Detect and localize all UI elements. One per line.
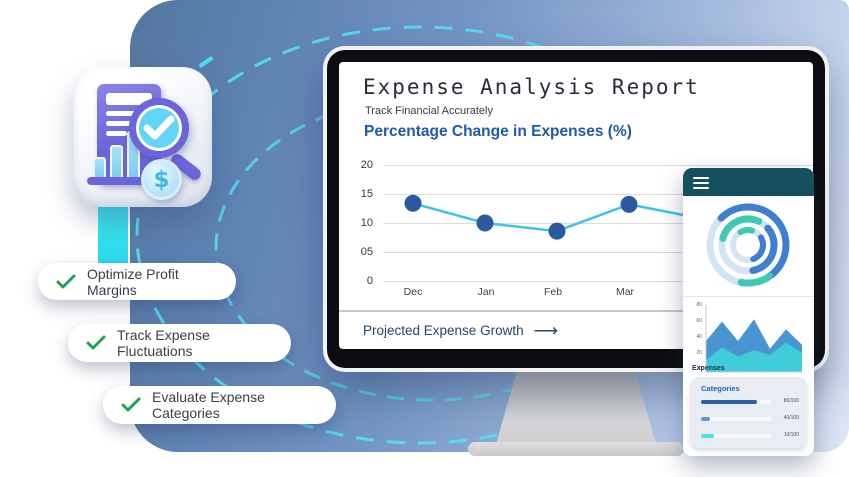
benefit-badge-optimize: Optimize Profit Margins — [38, 263, 236, 300]
progress-bar — [701, 400, 757, 404]
checkmark-icon — [56, 274, 76, 288]
category-value: 40/100 — [783, 415, 799, 421]
checkmark-icon — [86, 335, 106, 350]
x-tick: Feb — [543, 286, 563, 298]
category-value: 10/100 — [783, 432, 799, 438]
category-value: 80/100 — [783, 398, 799, 404]
categories-card: Categories 80/100 40/100 10/100 — [691, 377, 806, 448]
magnifier-check-icon — [129, 98, 189, 158]
expense-analysis-3d-icon: $ — [73, 67, 212, 207]
x-tick: Mar — [615, 286, 635, 298]
y-tick: 05 — [360, 246, 373, 258]
badge-label: Track Expense Fluctuations — [117, 327, 210, 359]
monitor-base — [468, 442, 684, 456]
progress-bar — [701, 417, 711, 421]
area-series — [705, 305, 802, 373]
projected-growth-link[interactable]: Projected Expense Growth ⟶ — [363, 321, 558, 340]
page-subtitle: Track Financial Accurately — [365, 105, 493, 117]
y-tick: 0 — [366, 275, 373, 287]
y-tick: 10 — [360, 217, 373, 229]
x-tick: Jan — [477, 286, 495, 298]
dollar-coin-icon: $ — [141, 159, 182, 200]
page-title: Expense Analysis Report — [363, 75, 700, 99]
checkmark-icon — [121, 397, 141, 412]
progress-bar — [701, 434, 715, 438]
chart-heading: Percentage Change in Expenses (%) — [364, 123, 632, 140]
arrow-right-icon: ⟶ — [533, 321, 558, 340]
badge-label: Optimize Profit Margins — [87, 265, 179, 298]
category-row: 80/100 — [701, 398, 799, 406]
phone-mockup: 80 60 40 20 0 Expenses Categories 80/100… — [683, 168, 814, 456]
divider — [683, 296, 814, 297]
badge-label: Evaluate Expense Categories — [152, 389, 265, 421]
category-row: 10/100 — [701, 432, 799, 440]
categories-title: Categories — [701, 384, 740, 393]
rings-chart — [706, 203, 790, 287]
hamburger-menu-icon[interactable] — [693, 177, 709, 191]
benefit-badge-track: Track Expense Fluctuations — [68, 324, 291, 362]
category-row: 40/100 — [701, 415, 799, 423]
y-tick: 20 — [360, 159, 373, 171]
benefit-badge-evaluate: Evaluate Expense Categories — [103, 386, 336, 424]
x-tick: Dec — [403, 286, 423, 298]
expenses-label: Expenses — [692, 365, 725, 372]
bar-chart-icon — [93, 157, 106, 177]
phone-header — [683, 168, 814, 196]
y-tick: 15 — [360, 188, 373, 200]
monitor-stand — [496, 371, 656, 444]
